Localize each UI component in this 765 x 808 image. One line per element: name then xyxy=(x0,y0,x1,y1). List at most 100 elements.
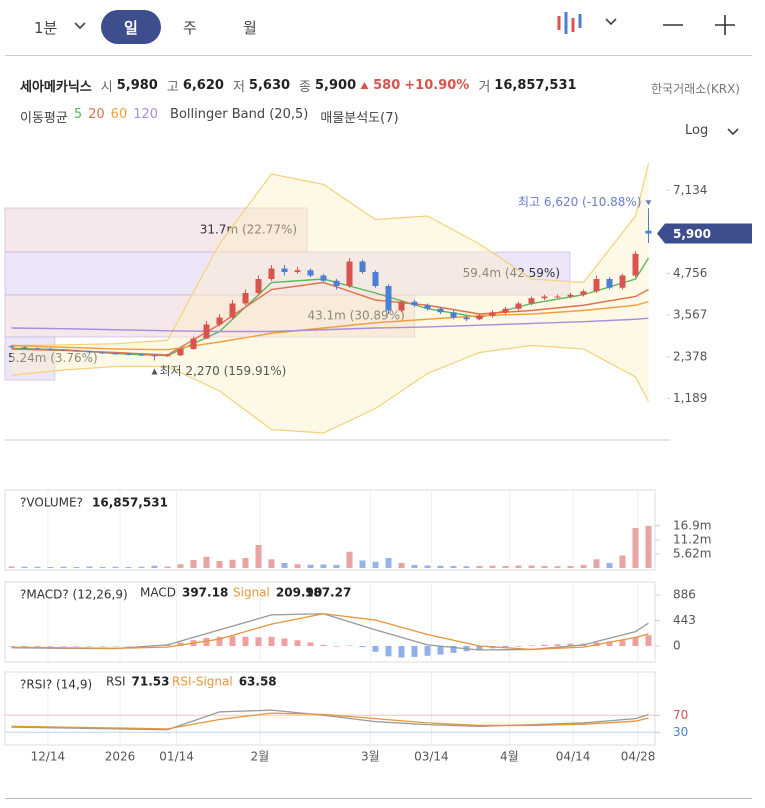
candle-body xyxy=(372,272,379,286)
legend-value: 63.58 xyxy=(239,675,277,689)
x-tick-label: 12/14 xyxy=(31,750,66,764)
macd-histogram xyxy=(21,645,28,647)
volume-bar xyxy=(112,566,119,568)
macd-histogram xyxy=(125,645,132,647)
field-label: 고 xyxy=(166,80,179,95)
x-tick-label: 2026 xyxy=(105,750,136,764)
macd-histogram xyxy=(437,645,444,655)
x-tick-label: 2월 xyxy=(250,750,269,764)
dropdown-icon[interactable] xyxy=(604,16,618,28)
interval-day[interactable]: 일 xyxy=(124,19,138,37)
last-price-label: 5,900 xyxy=(673,227,711,241)
dropdown-icon[interactable] xyxy=(726,126,740,138)
volume-bar xyxy=(528,565,535,568)
volume-profile-label: 31.7m (22.77%) xyxy=(200,223,297,237)
zoom-in[interactable] xyxy=(714,14,736,36)
moving-average xyxy=(11,317,649,333)
macd-histogram xyxy=(554,644,561,646)
volume-bar xyxy=(489,565,496,568)
volume-profile-label: 5.24m (3.76%) xyxy=(8,351,98,365)
high-annotation: 최고 6,620 (-10.88%) xyxy=(518,195,642,209)
volume-bar xyxy=(385,558,392,568)
exchange: 한국거래소(KRX) xyxy=(651,82,740,96)
candle-body xyxy=(554,296,561,298)
high-marker xyxy=(645,200,652,206)
y-tick-label: 886 xyxy=(673,587,696,601)
macd-histogram xyxy=(385,645,392,657)
bollinger-fill xyxy=(11,163,649,433)
volume-bar xyxy=(593,559,600,568)
indicator-line xyxy=(11,613,649,651)
candle-body xyxy=(151,355,158,357)
scale-toggle[interactable]: Log xyxy=(685,123,709,138)
y-tick-label: 16.9m xyxy=(673,518,711,532)
candle-body xyxy=(502,308,509,313)
macd-histogram xyxy=(606,641,613,646)
volume-bar xyxy=(541,566,548,568)
interval-week[interactable]: 주 xyxy=(183,19,197,37)
volume-bar xyxy=(515,565,522,568)
candle-body xyxy=(216,317,223,325)
y-tick-label: 11.2m xyxy=(673,533,711,547)
interval-minute[interactable]: 1분 xyxy=(34,19,58,37)
y-tick-label: 0 xyxy=(673,638,681,652)
candle-body xyxy=(47,349,54,350)
y-tick-label: 7,134 xyxy=(673,183,707,197)
macd-histogram xyxy=(398,645,405,658)
pane-frame xyxy=(4,671,656,746)
y-tick-label: 1,189 xyxy=(673,391,707,405)
candle-body xyxy=(632,253,639,276)
volume-bar xyxy=(437,565,444,568)
y-tick-label: 3,567 xyxy=(673,308,707,322)
volume-bar xyxy=(242,558,249,568)
candle-body xyxy=(86,351,93,353)
candle-body xyxy=(450,312,457,318)
stock-name: 세아메카닉스 xyxy=(20,80,92,95)
volume-bar xyxy=(281,563,288,568)
candle-body xyxy=(177,349,184,356)
zoom-out[interactable] xyxy=(662,14,684,36)
macd-histogram xyxy=(346,645,353,646)
volume-bar xyxy=(398,563,405,568)
moving-average xyxy=(11,301,649,351)
pane-frame xyxy=(4,581,656,663)
legend-value: 209.90 xyxy=(276,586,322,600)
candle-body xyxy=(190,338,197,349)
dropdown-icon[interactable] xyxy=(73,20,87,32)
low-annotation: 최저 2,270 (159.91%) xyxy=(160,364,287,378)
ma-legend: 120 xyxy=(133,107,159,122)
macd-histogram xyxy=(476,645,483,650)
candle-body xyxy=(541,296,548,299)
candle-body xyxy=(294,270,301,272)
pane-title: ?MACD? (12,26,9) xyxy=(20,588,128,602)
ma-legend: 20 xyxy=(88,107,105,122)
change-pct: +10.90% xyxy=(404,78,470,93)
indicator-line xyxy=(11,613,649,651)
field-label: 거 xyxy=(478,80,491,95)
macd-histogram xyxy=(411,645,418,657)
x-tick-label: 03/14 xyxy=(414,750,449,764)
volume-bar xyxy=(554,566,561,568)
volume-bar xyxy=(229,559,236,568)
indicator-line xyxy=(11,712,649,730)
chart-type-icon[interactable] xyxy=(555,10,585,38)
pane-value: 187.27 xyxy=(305,586,351,600)
interval-month[interactable]: 월 xyxy=(243,19,257,37)
volume-bar xyxy=(346,551,353,568)
candle-body xyxy=(60,349,67,351)
candle-body xyxy=(593,279,600,292)
legend-name: RSI xyxy=(106,675,126,689)
volume-bar xyxy=(151,565,158,568)
volume-bar xyxy=(73,567,80,568)
quote-header: 세아메카닉스 시 5,980 고 6,620 저 5,630 종 5,900 580 +10.90%… xyxy=(20,76,577,95)
indicator-legend: 이동평균 5 20 60 120 Bollinger Band (20,5) 매물분석도(7… xyxy=(20,107,399,126)
volume-bar xyxy=(645,525,652,568)
ma-label: 이동평균 xyxy=(20,111,68,126)
macd-histogram xyxy=(281,638,288,646)
active-interval-pill[interactable] xyxy=(101,10,161,44)
macd-histogram xyxy=(320,644,327,646)
macd-histogram xyxy=(502,645,509,648)
y-tick-label: 70 xyxy=(673,708,688,722)
macd-histogram xyxy=(177,642,184,646)
